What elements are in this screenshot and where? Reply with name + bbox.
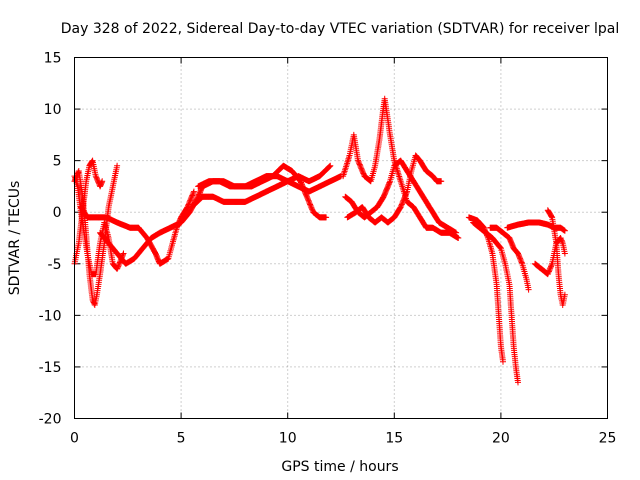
data-point <box>115 262 122 269</box>
data-point <box>500 358 506 365</box>
data-point <box>438 178 445 185</box>
x-tick-label: 5 <box>177 431 186 447</box>
x-tick-label: 10 <box>279 431 297 447</box>
y-axis-label: SDTVAR / TECUs <box>7 181 23 296</box>
data-point <box>306 198 312 205</box>
x-tick-label: 20 <box>492 431 510 447</box>
data-series-arc-j <box>344 152 445 226</box>
data-point <box>561 227 568 234</box>
data-point <box>190 188 197 195</box>
x-tick-label: 15 <box>385 431 403 447</box>
data-point <box>525 286 532 293</box>
data-point <box>99 178 106 185</box>
x-axis-label: GPS time / hours <box>281 459 398 475</box>
data-point <box>91 300 98 307</box>
data-point <box>75 169 82 176</box>
data-point <box>189 191 196 198</box>
data-point <box>327 162 334 169</box>
data-point <box>357 164 364 171</box>
data-series-arc-o <box>532 235 568 278</box>
data-point <box>455 235 462 241</box>
plot-frame <box>74 57 608 419</box>
y-tick-label: 0 <box>53 205 62 221</box>
data-point <box>558 236 565 243</box>
data-point <box>515 379 521 386</box>
data-series-arc-m <box>487 224 532 293</box>
data-point <box>398 202 405 209</box>
data-point <box>517 256 524 263</box>
chart-title: Day 328 of 2022, Sidereal Day-to-day VTE… <box>61 21 619 37</box>
data-series-arc-c <box>71 157 106 267</box>
x-tick-label: 25 <box>599 431 617 447</box>
grid <box>74 57 608 419</box>
data-point <box>516 253 522 259</box>
x-axis-ticks: 0 5 10 15 20 25 <box>70 57 617 447</box>
y-axis-ticks: -20 -15 -10 -5 0 5 10 15 <box>39 51 608 428</box>
data-point <box>356 160 363 167</box>
data-points <box>71 95 568 386</box>
data-series-arc-f <box>188 173 344 211</box>
y-tick-label: -20 <box>39 412 62 428</box>
data-point <box>548 262 555 269</box>
data-point <box>114 162 121 169</box>
data-point <box>453 229 460 236</box>
data-point <box>304 195 311 201</box>
data-point <box>496 244 503 250</box>
data-series-arc-k <box>465 214 506 365</box>
data-point <box>89 296 96 303</box>
y-tick-label: 15 <box>44 51 62 67</box>
y-tick-label: 5 <box>53 154 62 170</box>
data-point <box>120 250 127 257</box>
y-tick-label: -15 <box>39 360 62 376</box>
data-point <box>94 177 101 183</box>
data-series-arc-n <box>504 219 568 234</box>
data-point <box>545 269 552 276</box>
data-point <box>561 250 568 257</box>
data-point <box>323 214 330 221</box>
data-point <box>92 173 99 180</box>
data-series-arc-g <box>195 162 330 221</box>
y-tick-label: -5 <box>48 257 62 273</box>
data-point <box>186 198 193 205</box>
y-tick-label: 10 <box>44 102 62 118</box>
data-point <box>561 291 568 298</box>
x-tick-label: 0 <box>70 431 79 447</box>
data-point <box>548 213 555 220</box>
data-series-arc-h <box>340 95 462 241</box>
data-point <box>399 198 406 205</box>
data-series-arc-p <box>544 207 568 308</box>
data-series-arc-l <box>470 219 521 386</box>
data-point <box>403 191 409 198</box>
y-tick-label: -10 <box>39 308 62 324</box>
data-series-arc-i <box>342 157 460 236</box>
